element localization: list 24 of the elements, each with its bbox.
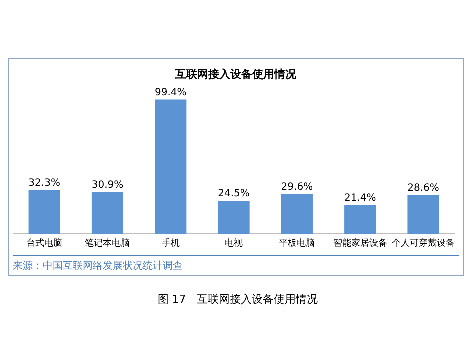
x-tick-label: 智能家居设备 [333,238,388,248]
x-tick-label: 平板电脑 [279,238,316,248]
x-tick-label: 个人可穿戴设备 [392,238,455,248]
source-note: 来源：中国互联网络发展状况统计调查 [13,255,459,273]
bar [408,196,440,234]
data-label: 28.6% [408,183,440,194]
data-label: 99.4% [154,87,187,98]
bar [92,192,124,234]
data-label: 32.3% [28,178,60,190]
bar [28,190,60,234]
x-tick-label: 台式电脑 [26,238,63,248]
x-tick-label: 电视 [225,238,244,248]
chart-title: 互联网接入设备使用情况 [174,67,298,82]
caption: 图 17 互联网接入设备使用情况 [156,292,320,307]
x-tick-label: 笔记本电脑 [85,238,130,248]
bar [281,194,313,234]
bar [344,205,376,234]
bar [155,100,187,234]
data-label: 30.9% [92,180,124,192]
data-label: 29.6% [281,182,314,193]
data-label: 21.4% [344,192,376,204]
data-label: 24.5% [218,188,250,200]
bar [218,201,250,234]
x-tick-label: 手机 [162,238,180,248]
